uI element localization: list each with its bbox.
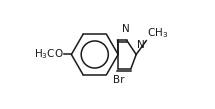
Text: Br: Br (113, 75, 124, 85)
Text: H$_3$CO: H$_3$CO (34, 48, 63, 61)
Text: N: N (122, 24, 130, 34)
Text: CH$_3$: CH$_3$ (147, 26, 168, 40)
Text: N: N (137, 40, 145, 50)
